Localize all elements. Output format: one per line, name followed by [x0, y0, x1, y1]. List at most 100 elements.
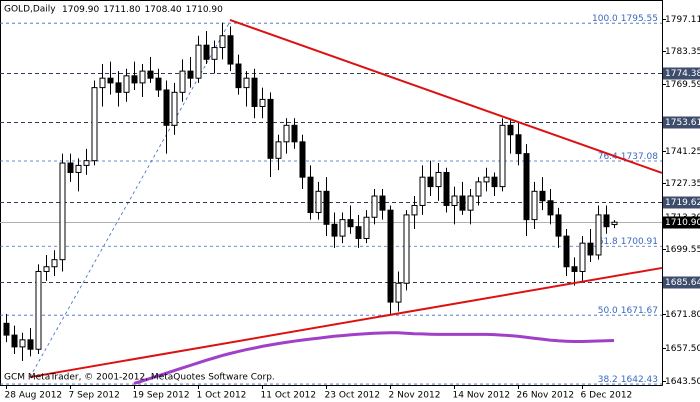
candle-body — [379, 195, 386, 211]
fib-level-label: 100.0 1795.55 — [592, 14, 658, 24]
candle-body — [51, 259, 58, 268]
candle-body — [547, 200, 554, 216]
fib-level-percent: 50.0 — [598, 306, 618, 316]
candle-body — [299, 141, 306, 178]
candle-body — [395, 282, 402, 303]
candle-body — [595, 214, 602, 256]
candle-body — [323, 190, 330, 225]
y-tick-label: 1769.59 — [665, 80, 700, 90]
candle-body — [427, 176, 434, 188]
price-level-box — [663, 276, 700, 289]
x-tick-label: 14 Nov 2012 — [453, 391, 511, 401]
candle-body — [403, 214, 410, 284]
candle-body — [331, 223, 338, 237]
candle-body — [171, 91, 178, 126]
price-level-box — [663, 116, 700, 129]
candle-body — [147, 70, 154, 79]
x-tick-label: 7 Sep 2012 — [69, 391, 120, 401]
candle-body — [387, 209, 394, 303]
fib-level-label: 76.4 1737.08 — [598, 151, 659, 161]
candle-body — [539, 190, 546, 202]
y-tick-label: 1671.80 — [665, 310, 700, 320]
candle-body — [27, 339, 34, 350]
candle-body — [107, 77, 114, 84]
moving-average — [133, 331, 615, 385]
candle-body — [515, 134, 522, 155]
candle-body — [315, 190, 322, 214]
candle-body — [163, 89, 170, 126]
y-tick-label: 1741.25 — [665, 147, 700, 157]
candle-body — [11, 334, 18, 348]
candle-body — [603, 214, 610, 228]
ohlc-header: 1709.90 1711.80 1708.40 1710.90 — [62, 5, 223, 15]
fib-level-label: 50.0 1671.67 — [598, 306, 658, 316]
x-tick-label: 28 Aug 2012 — [5, 391, 63, 401]
candle-body — [523, 153, 530, 221]
candle-body — [195, 44, 202, 79]
candle-body — [275, 141, 282, 159]
chart-title: GOLD,Daily — [4, 5, 56, 15]
candle-body — [307, 176, 314, 214]
candle-body — [291, 124, 298, 143]
candle-body — [35, 270, 42, 350]
y-tick-label: 1797.11 — [665, 15, 700, 25]
candle-body — [555, 214, 562, 237]
candle-body — [203, 44, 210, 60]
fib-level-price: 1795.55 — [621, 14, 658, 24]
price-level-box — [663, 196, 700, 209]
y-tick-label: 1783.35 — [665, 47, 700, 57]
x-tick-label: 1 Oct 2012 — [197, 391, 247, 401]
fib-level-price: 1700.91 — [621, 237, 658, 247]
trendline — [229, 19, 663, 174]
fib-level-price: 1737.08 — [621, 151, 658, 161]
price-level-label: 1685.64 — [665, 278, 700, 288]
candle-body — [507, 124, 514, 136]
candle-body — [451, 195, 458, 206]
candle-body — [211, 47, 218, 60]
candle-body — [155, 77, 162, 91]
price-level-label: 1710.90 — [665, 218, 700, 228]
candle-body — [459, 195, 466, 211]
price-level-label: 1753.61 — [665, 118, 700, 128]
fib-level-percent: 38.2 — [598, 375, 618, 385]
candle-body — [251, 77, 258, 107]
candle-body — [243, 77, 250, 89]
ohlc-value: 1711.80 — [103, 5, 140, 15]
candle-body — [499, 124, 506, 188]
candle-body — [75, 164, 82, 173]
x-tick-label: 2 Nov 2012 — [389, 391, 441, 401]
candle-body — [563, 235, 570, 268]
x-tick-label: 23 Oct 2012 — [325, 391, 381, 401]
candle-body — [339, 219, 346, 237]
candle-body — [347, 219, 354, 228]
price-level-box — [663, 67, 700, 80]
y-tick-label: 1643.50 — [665, 377, 700, 387]
candle-body — [3, 322, 10, 336]
candle-body — [139, 70, 146, 84]
candle-body — [571, 266, 578, 272]
candle-body — [59, 162, 66, 261]
ohlc-value: 1709.90 — [62, 5, 99, 15]
trendline — [29, 266, 663, 379]
fib-level-price: 1642.43 — [621, 375, 658, 385]
candle-body — [115, 82, 122, 93]
candle-body — [123, 75, 130, 93]
fib-level-label: 38.2 1642.43 — [598, 375, 658, 385]
candle-body — [83, 160, 90, 166]
candle-body — [235, 63, 242, 89]
candle-body — [371, 195, 378, 218]
candle-body — [283, 124, 290, 143]
candle-body — [259, 98, 266, 107]
candle-body — [531, 190, 538, 221]
fib-level-label: 61.8 1700.91 — [598, 237, 658, 247]
ohlc-value: 1710.90 — [186, 5, 223, 15]
candle-body — [43, 266, 50, 272]
fib-level-percent: 100.0 — [592, 14, 618, 24]
candle-body — [91, 87, 98, 162]
y-tick-label: 1699.55 — [665, 245, 700, 255]
candle-body — [435, 171, 442, 188]
candle-body — [19, 339, 26, 348]
candle-body — [227, 35, 234, 65]
